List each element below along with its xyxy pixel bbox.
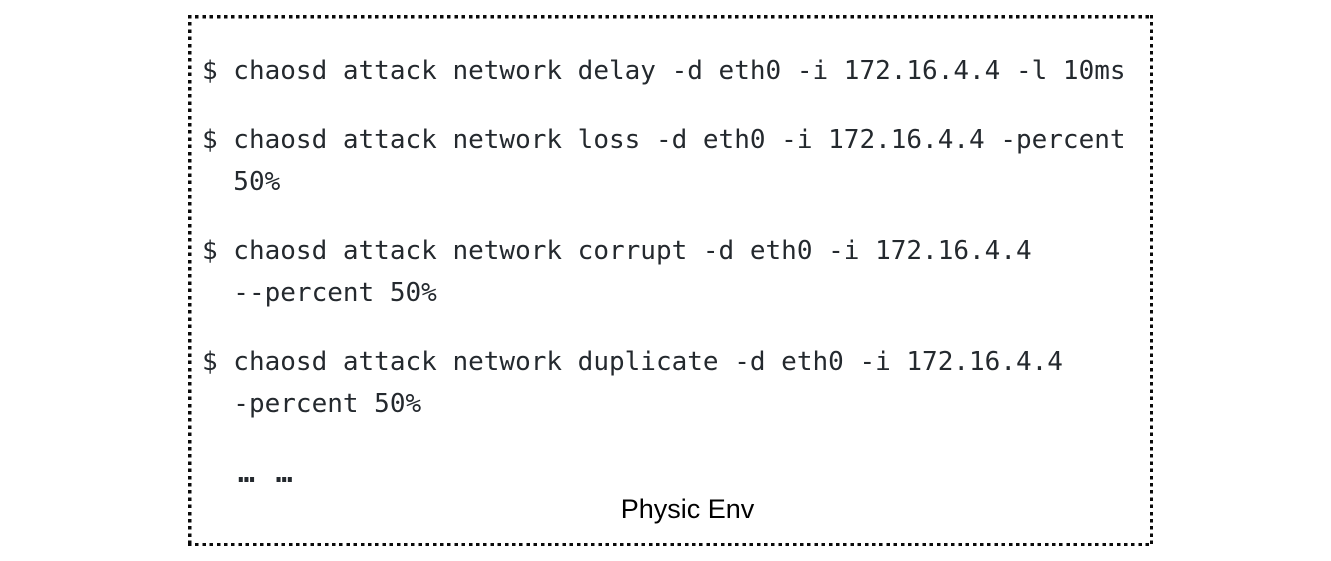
more-commands-ellipsis: … … bbox=[238, 456, 293, 489]
command-line-continuation: --percent 50% bbox=[233, 278, 437, 308]
command-line-continuation: 50% bbox=[233, 167, 281, 197]
command-line: $ chaosd attack network delay -d eth0 -i… bbox=[202, 56, 1126, 86]
figure-caption: Physic Env bbox=[620, 494, 755, 524]
command-network-duplicate: $ chaosd attack network duplicate -d eth… bbox=[202, 341, 1143, 425]
command-network-delay: $ chaosd attack network delay -d eth0 -i… bbox=[202, 50, 1143, 92]
command-line: $ chaosd attack network duplicate -d eth… bbox=[202, 347, 1063, 377]
physic-env-box: $ chaosd attack network delay -d eth0 -i… bbox=[188, 15, 1153, 546]
command-line-continuation: -percent 50% bbox=[233, 389, 422, 419]
command-line: $ chaosd attack network corrupt -d eth0 … bbox=[202, 236, 1032, 266]
command-line: $ chaosd attack network loss -d eth0 -i … bbox=[202, 125, 1126, 155]
caption-row: Physic Env bbox=[202, 494, 1143, 528]
command-network-corrupt: $ chaosd attack network corrupt -d eth0 … bbox=[202, 230, 1143, 314]
command-network-loss: $ chaosd attack network loss -d eth0 -i … bbox=[202, 119, 1143, 203]
